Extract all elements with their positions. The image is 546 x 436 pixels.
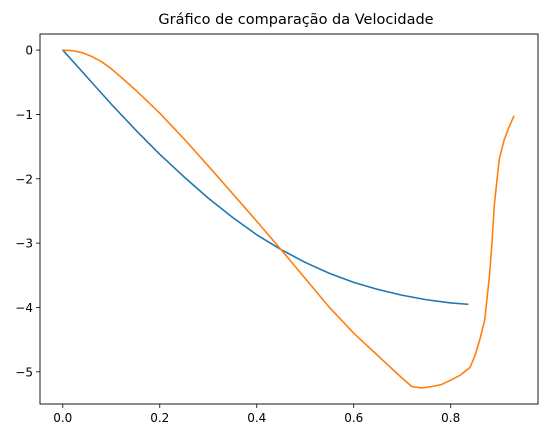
y-tick-label: −4 <box>15 301 33 315</box>
chart-title: Gráfico de comparação da Velocidade <box>158 12 433 28</box>
plot-frame <box>39 33 539 405</box>
x-tick-label: 0.6 <box>344 411 363 425</box>
x-axis-ticks: 0.0 0.2 0.4 0.6 0.8 <box>53 404 460 425</box>
y-tick-label: −3 <box>15 237 33 251</box>
y-axis-ticks: 0 −1 −2 −3 −4 −5 <box>15 44 40 379</box>
x-tick-label: 0.8 <box>441 411 460 425</box>
series-line-2 <box>61 49 515 389</box>
series-layer <box>61 49 515 389</box>
y-tick-label: 0 <box>25 44 33 58</box>
x-tick-label: 0.2 <box>150 411 169 425</box>
series-line-1 <box>61 49 469 306</box>
y-tick-label: −5 <box>15 365 33 379</box>
y-tick-label: −2 <box>15 172 33 186</box>
y-tick-label: −1 <box>15 108 33 122</box>
x-tick-label: 0.0 <box>53 411 72 425</box>
x-tick-label: 0.4 <box>247 411 266 425</box>
